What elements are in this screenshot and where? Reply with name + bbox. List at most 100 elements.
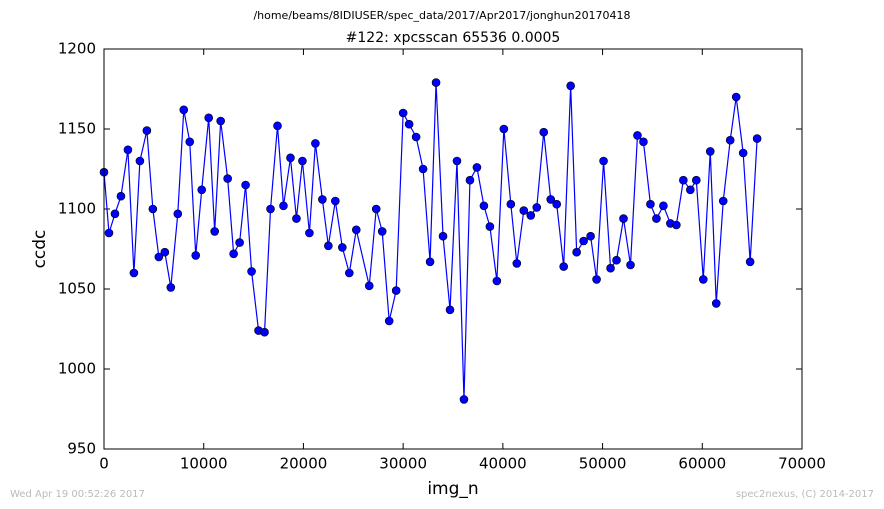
- y-tick-label: 1050: [58, 280, 96, 298]
- point: [579, 236, 588, 246]
- point: [686, 185, 695, 195]
- point: [698, 275, 708, 284]
- point: [465, 175, 475, 185]
- point: [672, 220, 681, 230]
- point: [752, 134, 762, 143]
- point: [364, 281, 374, 291]
- point: [123, 145, 133, 155]
- point: [559, 262, 568, 271]
- point: [418, 164, 428, 174]
- point: [324, 241, 333, 251]
- point: [160, 247, 170, 257]
- point: [142, 126, 152, 135]
- point: [519, 206, 529, 215]
- point: [459, 395, 469, 404]
- point: [273, 121, 282, 131]
- point: [692, 175, 701, 185]
- point: [371, 204, 381, 214]
- point: [398, 108, 408, 118]
- suptitle: /home/beams/8IDIUSER/spec_data/2017/Apr2…: [253, 9, 630, 22]
- point: [404, 119, 414, 129]
- point: [260, 327, 269, 337]
- point: [197, 185, 207, 195]
- x-tick-label: 70000: [778, 455, 826, 473]
- point: [344, 268, 354, 278]
- x-axis-label: img_n: [427, 479, 478, 499]
- point: [286, 153, 295, 163]
- point: [331, 196, 340, 206]
- x-tick-label: 40000: [479, 455, 527, 473]
- point: [148, 204, 158, 214]
- point: [241, 180, 250, 190]
- point: [745, 257, 755, 267]
- y-axis-label: ccdc: [30, 230, 50, 269]
- series-line: [103, 82, 758, 400]
- point: [216, 116, 225, 126]
- y-tick-label: 1200: [58, 40, 96, 58]
- point: [592, 275, 601, 284]
- point: [179, 105, 189, 115]
- point: [619, 214, 628, 223]
- x-tick-label: 50000: [579, 455, 627, 473]
- point: [479, 201, 489, 211]
- point: [725, 135, 735, 145]
- point: [210, 227, 219, 236]
- point: [279, 201, 288, 211]
- point: [679, 175, 688, 185]
- y-tick-label: 950: [67, 440, 96, 458]
- point: [104, 228, 114, 238]
- point: [711, 299, 721, 308]
- point: [452, 156, 462, 166]
- point: [659, 201, 668, 211]
- point: [705, 147, 715, 156]
- point: [191, 251, 201, 260]
- point: [633, 131, 642, 140]
- point: [223, 174, 232, 183]
- point: [499, 124, 509, 134]
- point: [384, 316, 394, 326]
- point: [445, 305, 455, 315]
- point: [305, 228, 314, 238]
- y-tick-label: 1100: [58, 200, 96, 218]
- point: [512, 259, 522, 268]
- point: [173, 209, 183, 219]
- point: [485, 222, 495, 231]
- point: [718, 196, 728, 206]
- point: [652, 214, 661, 223]
- point: [626, 260, 635, 270]
- point: [110, 209, 120, 219]
- point: [135, 156, 145, 166]
- point: [298, 156, 307, 166]
- point: [506, 199, 516, 209]
- point: [546, 195, 556, 204]
- point: [235, 238, 244, 247]
- point: [731, 92, 741, 102]
- point: [411, 132, 421, 142]
- point: [425, 257, 435, 267]
- point: [532, 203, 542, 212]
- point: [599, 156, 608, 166]
- point: [572, 247, 581, 257]
- point: [185, 137, 195, 147]
- point: [116, 191, 126, 201]
- point: [612, 255, 621, 265]
- point: [606, 263, 615, 273]
- point: [154, 252, 164, 262]
- point: [129, 268, 139, 278]
- point: [266, 204, 275, 214]
- footer-date: Wed Apr 19 00:52:26 2017: [10, 489, 145, 500]
- point: [492, 276, 502, 286]
- x-tick-label: 30000: [379, 455, 427, 473]
- chart-title: #122: xpcsscan 65536 0.0005: [346, 30, 561, 46]
- point: [646, 199, 655, 209]
- point: [539, 127, 549, 137]
- point: [586, 231, 595, 241]
- point: [526, 211, 536, 220]
- point: [311, 139, 320, 148]
- point: [318, 195, 327, 204]
- point: [338, 243, 347, 252]
- x-tick-label: 20000: [280, 455, 328, 473]
- point: [431, 78, 441, 87]
- plot-frame: [103, 48, 803, 450]
